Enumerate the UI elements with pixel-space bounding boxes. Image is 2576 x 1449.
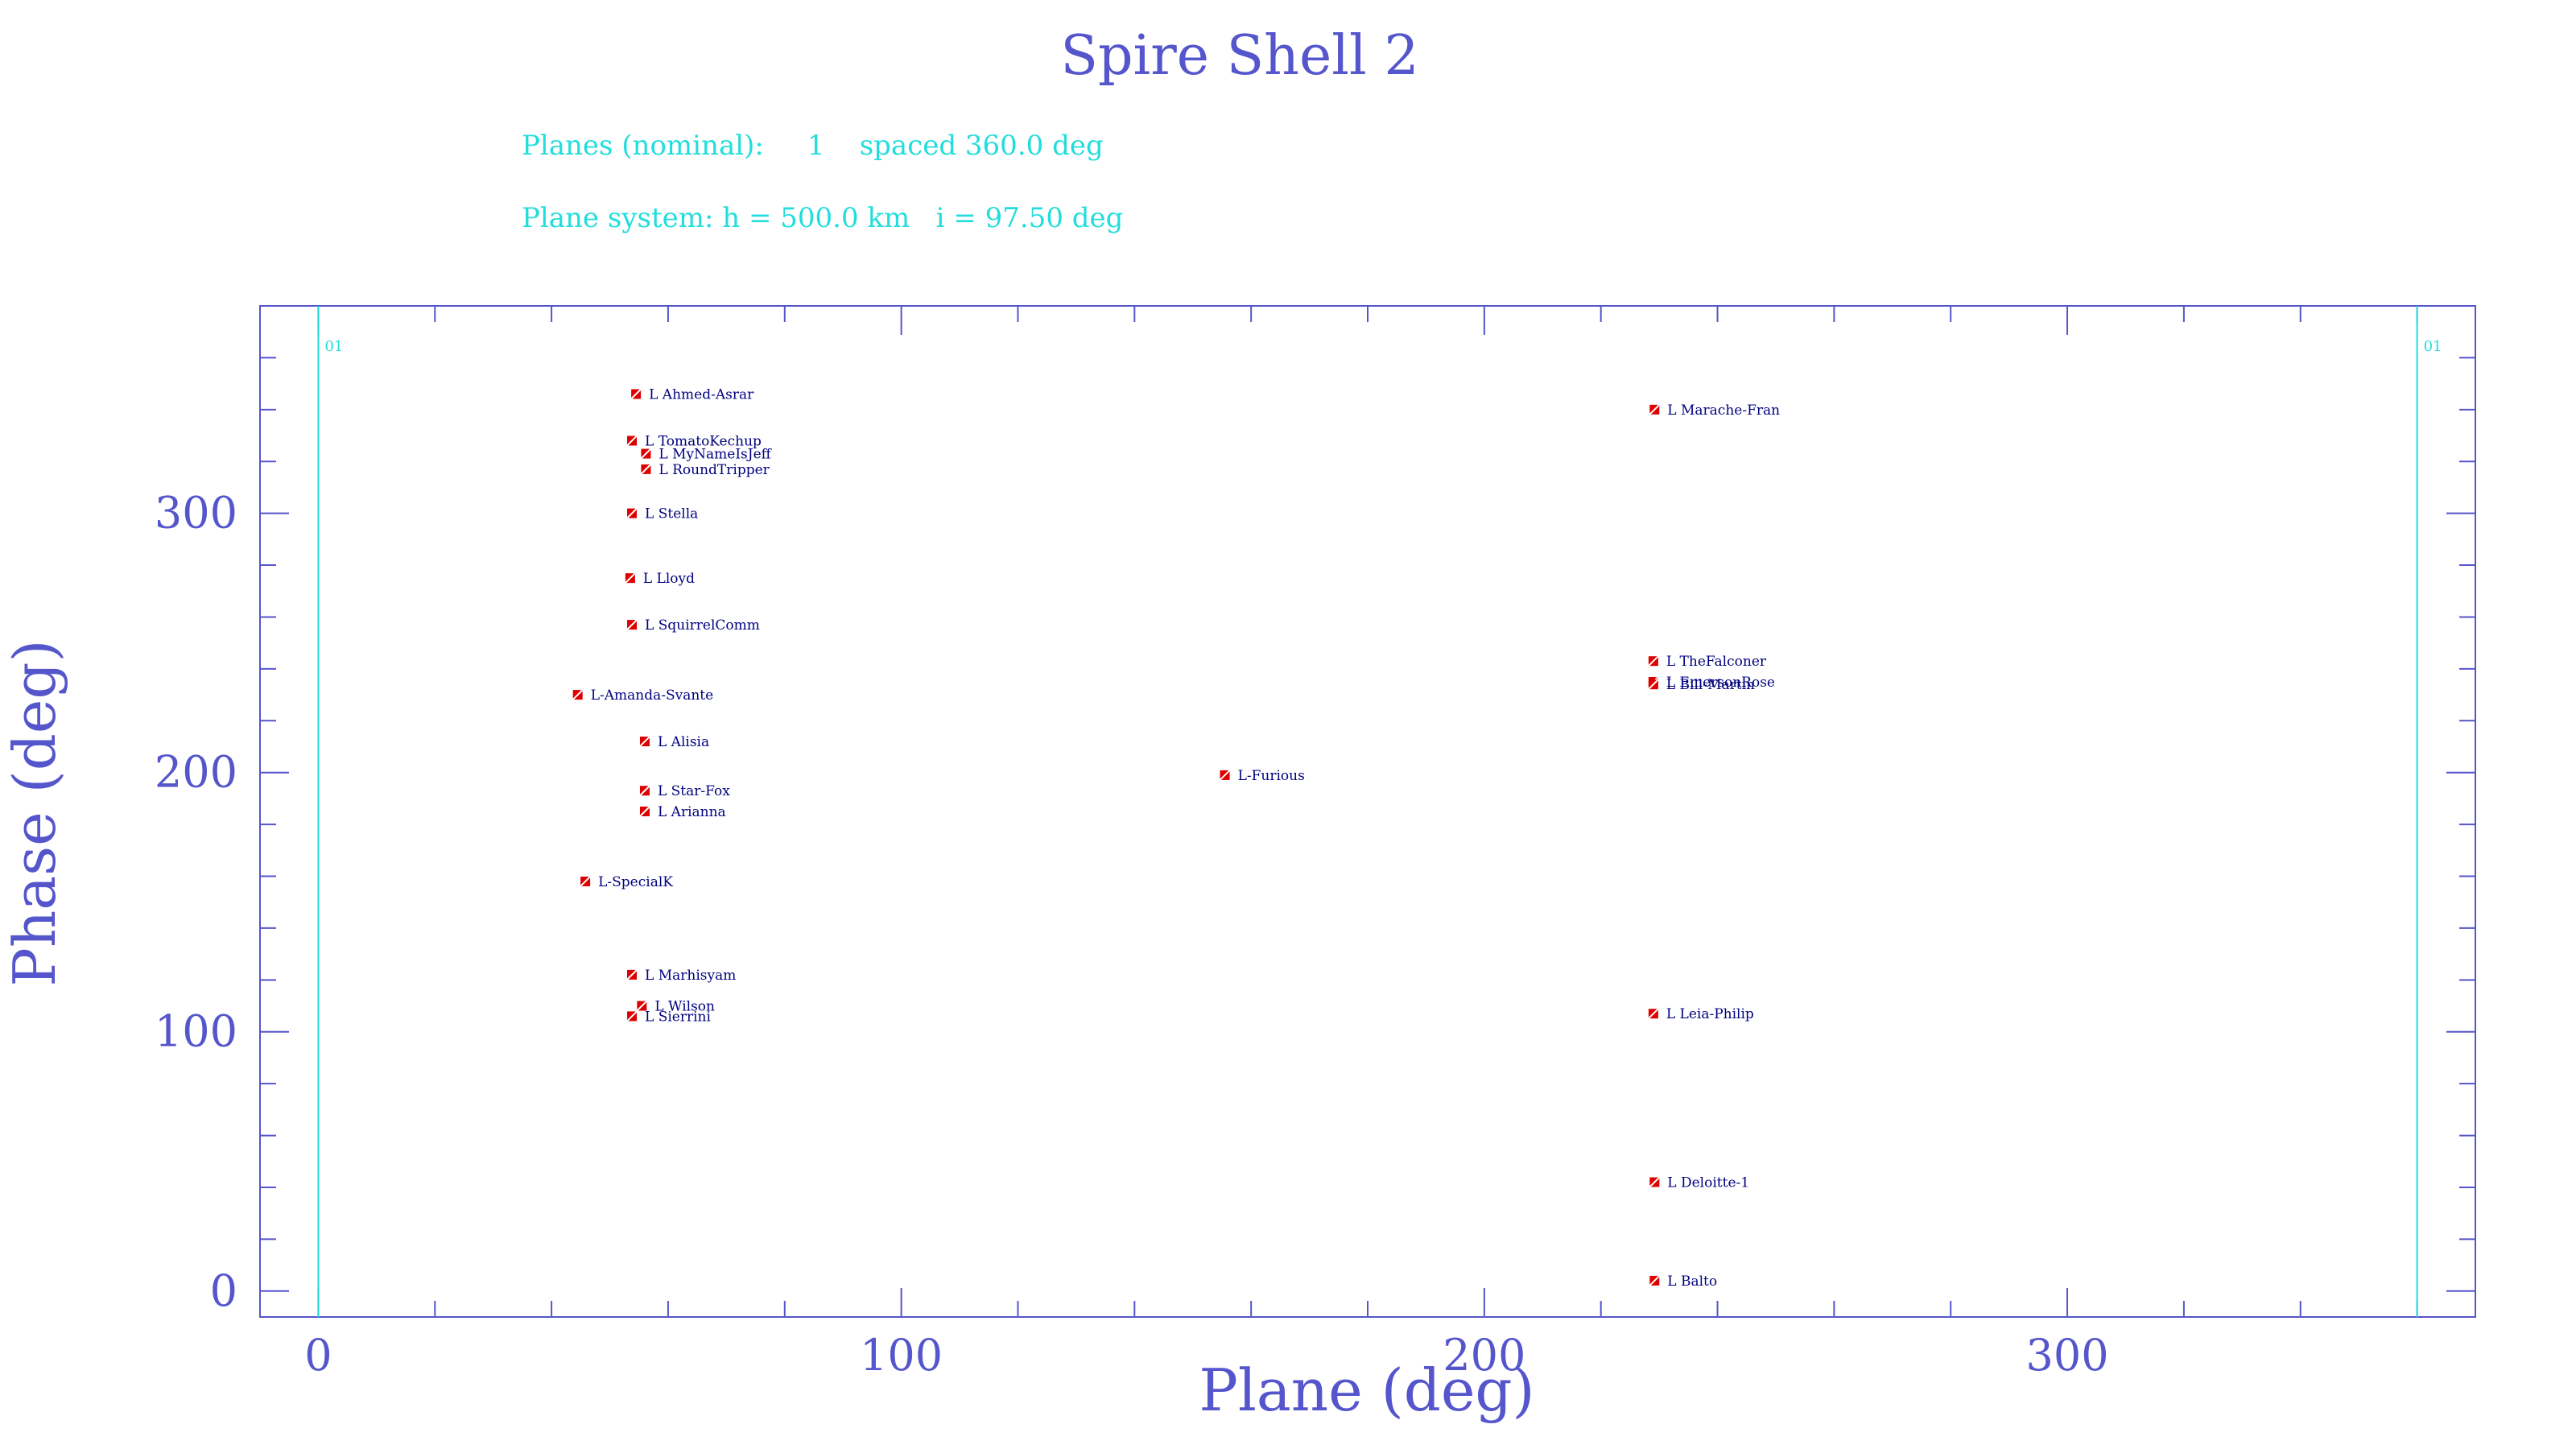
- satellite-point: L Deloitte-1: [1649, 1175, 1749, 1191]
- satellite-marker-slash: [639, 806, 650, 817]
- satellite-label: L Star-Fox: [658, 783, 730, 799]
- satellite-marker-slash: [626, 969, 638, 980]
- satellite-marker-slash: [572, 689, 584, 700]
- satellite-label: L SquirrelComm: [645, 617, 760, 634]
- satellite-label: L Leia-Philip: [1666, 1006, 1754, 1022]
- satellite-label: L Marhisyam: [645, 968, 736, 984]
- satellite-point: L Ahmed-Asrar: [630, 386, 754, 402]
- satellite-label: L MyNameIsJeff: [658, 447, 772, 463]
- info-plane-system: Plane system: h = 500.0 km i = 97.50 deg: [522, 202, 1123, 234]
- plot-frame: [259, 305, 2476, 1318]
- satellite-point: L Balto: [1649, 1274, 1717, 1290]
- satellite-label: L Bill-Martin: [1666, 677, 1755, 693]
- satellite-marker-slash: [626, 435, 638, 447]
- satellite-label: L Ahmed-Asrar: [649, 386, 754, 402]
- y-tick-label: 200: [155, 747, 237, 798]
- satellite-point: L MyNameIsJeff: [640, 447, 773, 463]
- satellite-marker-slash: [1219, 770, 1231, 781]
- satellite-marker-slash: [626, 1010, 638, 1022]
- satellite-point: L Wilson: [636, 999, 715, 1015]
- satellite-label: L EmersonRose: [1666, 675, 1775, 691]
- satellite-point: L Sierrini: [626, 1009, 712, 1025]
- satellite-label: L Wilson: [654, 999, 715, 1015]
- satellite-marker-slash: [580, 876, 591, 887]
- info-planes-nominal: Planes (nominal): 1 spaced 360.0 deg: [522, 130, 1104, 162]
- satellite-point: L Alisia: [639, 734, 709, 750]
- y-axis-label: Phase (deg): [1, 639, 68, 986]
- satellite-point: L TheFalconer: [1648, 654, 1767, 670]
- y-tick-label: 100: [155, 1006, 237, 1057]
- x-tick-label: 300: [2026, 1330, 2109, 1381]
- satellite-marker-slash: [1649, 1275, 1661, 1286]
- x-tick-label: 0: [304, 1330, 332, 1381]
- satellite-label: L Sierrini: [645, 1009, 711, 1025]
- satellite-label: L TheFalconer: [1666, 654, 1767, 670]
- satellite-marker-slash: [639, 785, 650, 796]
- satellite-marker-slash: [636, 1000, 648, 1012]
- x-axis-label: Plane (deg): [1199, 1356, 1534, 1424]
- x-tick-label: 200: [1443, 1330, 1525, 1381]
- satellite-point: L Arianna: [639, 804, 726, 820]
- satellite-marker-slash: [1648, 679, 1659, 690]
- satellite-label: L Deloitte-1: [1667, 1175, 1749, 1191]
- plane-line-label: 01: [324, 338, 343, 355]
- satellite-marker-slash: [1648, 655, 1659, 667]
- satellite-marker-slash: [626, 619, 638, 630]
- satellite-point: L Star-Fox: [639, 783, 730, 799]
- satellite-marker-slash: [625, 572, 636, 584]
- satellite-label: L Marache-Fran: [1667, 402, 1780, 419]
- satellite-label: L-Amanda-Svante: [591, 687, 714, 704]
- satellite-point: L Marhisyam: [626, 968, 736, 984]
- y-tick-label: 0: [210, 1265, 237, 1316]
- satellite-point: L Bill-Martin: [1648, 677, 1755, 693]
- y-tick-label: 300: [155, 488, 237, 539]
- satellite-point: L Stella: [626, 506, 698, 522]
- satellite-marker-slash: [1649, 404, 1661, 415]
- satellite-point: L SquirrelComm: [626, 617, 760, 634]
- axis-ticks: 0 100 200 300 0 100 200 300: [155, 305, 2475, 1381]
- satellite-label: L Alisia: [658, 734, 709, 750]
- satellite-point: L-SpecialK: [580, 874, 673, 890]
- satellite-label: L-SpecialK: [598, 874, 673, 890]
- satellite-point: L-Furious: [1219, 768, 1305, 784]
- satellite-label: L Arianna: [658, 804, 726, 820]
- satellite-label: L Balto: [1667, 1274, 1717, 1290]
- satellite-label: L TomatoKechup: [645, 433, 762, 449]
- satellite-point: L Marache-Fran: [1649, 402, 1780, 419]
- satellite-marker-slash: [1649, 1176, 1661, 1188]
- satellite-marker-slash: [630, 388, 642, 400]
- satellite-marker-slash: [640, 448, 652, 460]
- x-tick-label: 100: [860, 1330, 943, 1381]
- satellite-marker-slash: [626, 507, 638, 519]
- plane-lines: 01 01: [317, 306, 2442, 1317]
- satellite-label: L Stella: [645, 506, 698, 522]
- plane-line-label: 01: [2424, 338, 2442, 355]
- satellite-label: L-Furious: [1238, 768, 1305, 784]
- satellite-point: L TomatoKechup: [626, 433, 762, 449]
- chart-title: Spire Shell 2: [1060, 24, 1418, 88]
- satellite-label: L RoundTripper: [658, 462, 770, 478]
- satellite-marker-slash: [640, 464, 652, 475]
- satellite-label: L Lloyd: [643, 571, 695, 587]
- satellite-point: L Lloyd: [625, 571, 695, 587]
- satellite-marker-slash: [1648, 1008, 1659, 1019]
- satellite-point: L-Amanda-Svante: [572, 687, 714, 704]
- satellite-point: L Leia-Philip: [1648, 1006, 1754, 1022]
- satellite-marker-slash: [639, 736, 650, 747]
- satellite-point: L RoundTripper: [640, 462, 770, 478]
